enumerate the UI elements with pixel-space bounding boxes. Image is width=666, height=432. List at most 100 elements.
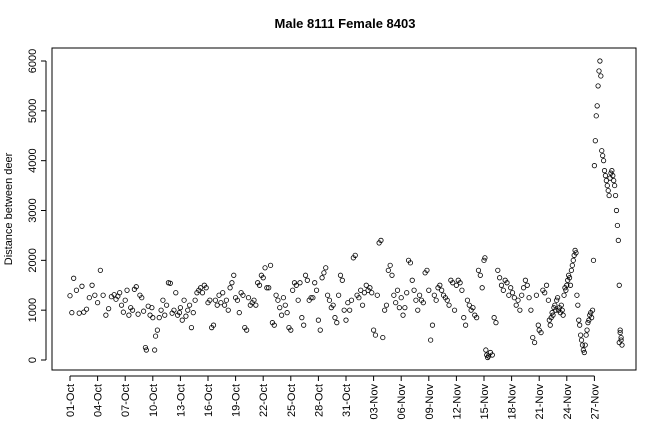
data-point — [244, 327, 250, 333]
data-point — [154, 327, 160, 333]
data-point — [554, 295, 561, 301]
data-point — [489, 352, 495, 358]
data-point — [89, 282, 95, 288]
data-point — [462, 322, 469, 328]
data-point — [415, 307, 421, 313]
data-point — [179, 317, 185, 323]
x-tick-label: 06-Nov — [396, 384, 408, 420]
data-point — [181, 297, 187, 303]
data-point — [604, 182, 610, 189]
data-point — [491, 315, 497, 321]
data-point — [221, 302, 228, 308]
x-tick-label: 19-Oct — [231, 384, 243, 417]
data-point — [297, 280, 303, 286]
data-point — [563, 287, 569, 293]
data-point — [404, 290, 410, 296]
data-point — [319, 275, 325, 281]
data-point — [595, 83, 601, 89]
data-point — [542, 290, 548, 296]
data-point — [572, 247, 578, 253]
data-point — [533, 292, 540, 298]
data-point — [619, 342, 625, 348]
x-tick-label: 24-Nov — [562, 384, 574, 420]
data-point — [531, 339, 538, 346]
data-point — [609, 168, 615, 174]
data-point — [359, 302, 366, 308]
x-tick-label: 13-Oct — [175, 384, 187, 417]
data-point — [602, 173, 609, 179]
data-point — [526, 295, 532, 301]
data-point — [124, 287, 130, 293]
data-point — [143, 347, 149, 353]
data-point — [198, 285, 204, 291]
y-tick-label: 3000 — [27, 198, 39, 222]
data-point — [173, 290, 179, 296]
data-point — [590, 257, 597, 263]
data-point — [71, 275, 77, 281]
data-point — [310, 295, 316, 301]
data-point — [363, 282, 369, 288]
data-point — [313, 287, 320, 293]
data-point — [591, 163, 598, 169]
data-point — [361, 290, 367, 296]
data-point — [106, 306, 112, 312]
x-axis: 01-Oct 04-Oct 07-Oct 10-Oct 13-Oct 16-Oct 19-O… — [65, 375, 601, 420]
data-point — [439, 287, 445, 293]
data-point — [345, 300, 351, 306]
data-point — [266, 285, 272, 291]
data-point — [568, 267, 575, 273]
data-point — [564, 282, 570, 288]
data-point — [69, 310, 75, 316]
data-point — [466, 302, 472, 308]
data-point — [407, 260, 413, 266]
data-point — [424, 267, 430, 273]
data-point — [304, 277, 310, 283]
data-point — [576, 317, 582, 323]
data-point — [554, 297, 560, 303]
data-point — [372, 332, 379, 338]
data-point — [135, 311, 141, 317]
data-point — [574, 292, 580, 298]
data-point — [416, 292, 423, 298]
data-point — [566, 272, 572, 278]
data-point — [120, 309, 126, 315]
data-point — [581, 349, 587, 356]
data-point — [398, 295, 404, 301]
x-tick-label: 18-Nov — [507, 384, 519, 420]
data-point — [295, 297, 301, 303]
data-point — [139, 295, 145, 301]
data-point — [315, 317, 321, 323]
data-point — [79, 283, 85, 289]
data-point — [457, 280, 463, 286]
data-point — [538, 329, 544, 336]
x-tick-label: 21-Nov — [534, 384, 546, 420]
x-tick-label: 15-Nov — [479, 384, 491, 420]
data-point — [343, 317, 349, 323]
data-point — [236, 310, 242, 316]
x-tick-label: 04-Oct — [93, 384, 105, 417]
data-point — [118, 302, 125, 308]
data-point — [83, 306, 90, 312]
chart-title: Male 8111 Female 8403 — [275, 16, 416, 31]
y-axis-label: Distance between deer — [3, 152, 15, 265]
data-point — [598, 73, 604, 79]
data-point — [370, 327, 377, 333]
data-point — [326, 297, 333, 303]
data-point — [253, 302, 259, 308]
data-point — [214, 302, 220, 308]
data-point — [212, 297, 218, 303]
data-point — [618, 334, 624, 341]
data-point — [256, 282, 263, 288]
y-tick-label: 4000 — [27, 148, 39, 172]
data-point — [251, 297, 257, 303]
data-point — [524, 282, 530, 288]
data-point — [260, 275, 266, 281]
data-point — [582, 342, 588, 348]
data-point — [509, 290, 516, 296]
data-point — [284, 310, 290, 316]
data-point — [396, 305, 402, 311]
data-point — [225, 307, 231, 313]
data-point — [278, 312, 285, 318]
data-point — [504, 280, 510, 286]
data-point — [273, 292, 279, 298]
